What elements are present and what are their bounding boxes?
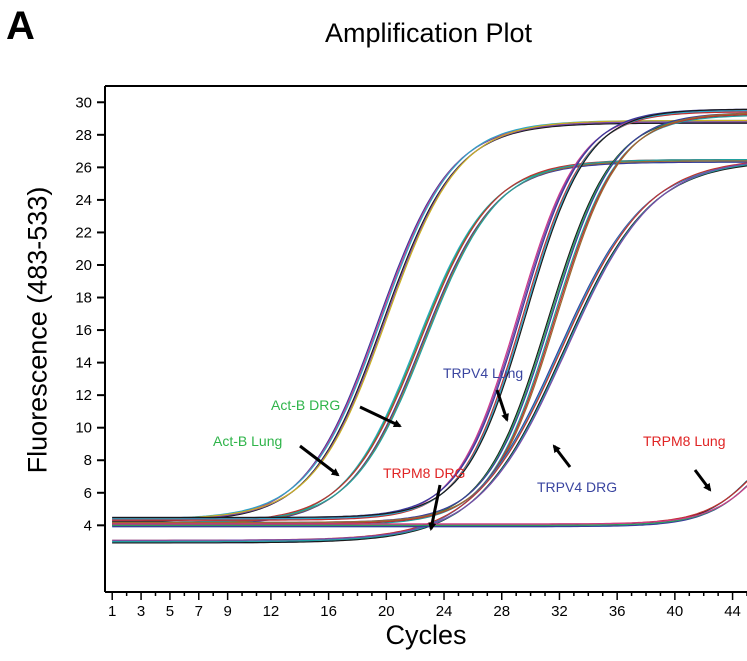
curve-line	[112, 485, 747, 526]
y-tick-label: 26	[75, 159, 92, 176]
x-tick-label: 40	[667, 603, 684, 620]
y-tick-label: 4	[84, 517, 92, 534]
y-tick-label: 30	[75, 94, 92, 111]
y-tick-label: 12	[75, 387, 92, 404]
annotation-arrow	[428, 484, 442, 531]
panel-letter: A	[6, 4, 35, 48]
curve-line	[112, 163, 747, 543]
x-tick-label: 3	[137, 603, 145, 620]
curve-line	[112, 115, 747, 526]
y-tick-label: 10	[75, 420, 92, 437]
annotation-arrow	[495, 389, 509, 422]
y-tick-label: 24	[75, 192, 92, 209]
curve-line	[112, 162, 747, 541]
annotation-arrow	[552, 444, 572, 468]
x-tick-label: 9	[223, 603, 231, 620]
annotation-label: Act-B DRG	[271, 397, 340, 413]
annotation-label: TRPV4 Lung	[443, 365, 523, 381]
annotations-layer: Act-B Lung Act-B DRG TRPV4 Lung TRPM8 DRG TR…	[213, 365, 725, 531]
curve-line	[112, 165, 747, 544]
x-tick-label: 5	[166, 603, 174, 620]
curve-line	[112, 119, 747, 520]
curve-line	[112, 119, 747, 520]
y-tick-label: 20	[75, 257, 92, 274]
x-tick-label: 44	[724, 603, 741, 620]
x-tick-label: 7	[195, 603, 203, 620]
curves-layer	[112, 108, 747, 544]
x-tick-label: 20	[378, 603, 395, 620]
y-tick-label: 28	[75, 127, 92, 144]
axes-layer: 4 6 8 10 12 14 16 18 20 22 24 26 28 30 1 3 5 7 9 12 16 20 24 28…	[75, 85, 747, 620]
annotation-arrow	[299, 444, 340, 477]
annotation-arrow	[359, 405, 402, 428]
chart-title: Amplification Plot	[324, 18, 533, 48]
curve-line	[112, 122, 747, 523]
curve-line	[112, 163, 747, 541]
annotation-label: TRPM8 DRG	[383, 465, 465, 481]
annotation-label: TRPM8 Lung	[643, 433, 725, 449]
curve-line	[112, 122, 747, 523]
curve-line	[112, 114, 747, 525]
y-tick-label: 16	[75, 322, 92, 339]
curve-group	[112, 108, 747, 544]
annotation-arrow	[693, 469, 712, 492]
y-tick-label: 8	[84, 452, 92, 469]
curve-line	[112, 121, 747, 521]
x-tick-label: 24	[436, 603, 453, 620]
x-tick-label: 36	[609, 603, 626, 620]
curve-line	[112, 164, 747, 544]
x-tick-label: 12	[263, 603, 280, 620]
annotation-label: Act-B Lung	[213, 433, 282, 449]
curve-line	[112, 115, 747, 526]
x-tick-label: 32	[551, 603, 568, 620]
y-tick-label: 6	[84, 485, 92, 502]
x-tick-label: 16	[320, 603, 337, 620]
curve-line	[112, 108, 747, 519]
annotation-label: TRPV4 DRG	[537, 479, 617, 495]
curve-line	[112, 164, 747, 543]
x-tick-label: 28	[493, 603, 510, 620]
curve-line	[112, 159, 747, 523]
y-tick-label: 22	[75, 224, 92, 241]
x-axis-label: Cycles	[385, 620, 467, 650]
y-tick-label: 18	[75, 290, 92, 307]
x-tick-label: 1	[108, 603, 116, 620]
curve-line	[112, 121, 747, 521]
y-tick-label: 14	[75, 355, 92, 372]
curve-line	[112, 113, 747, 525]
curve-line	[112, 112, 747, 523]
